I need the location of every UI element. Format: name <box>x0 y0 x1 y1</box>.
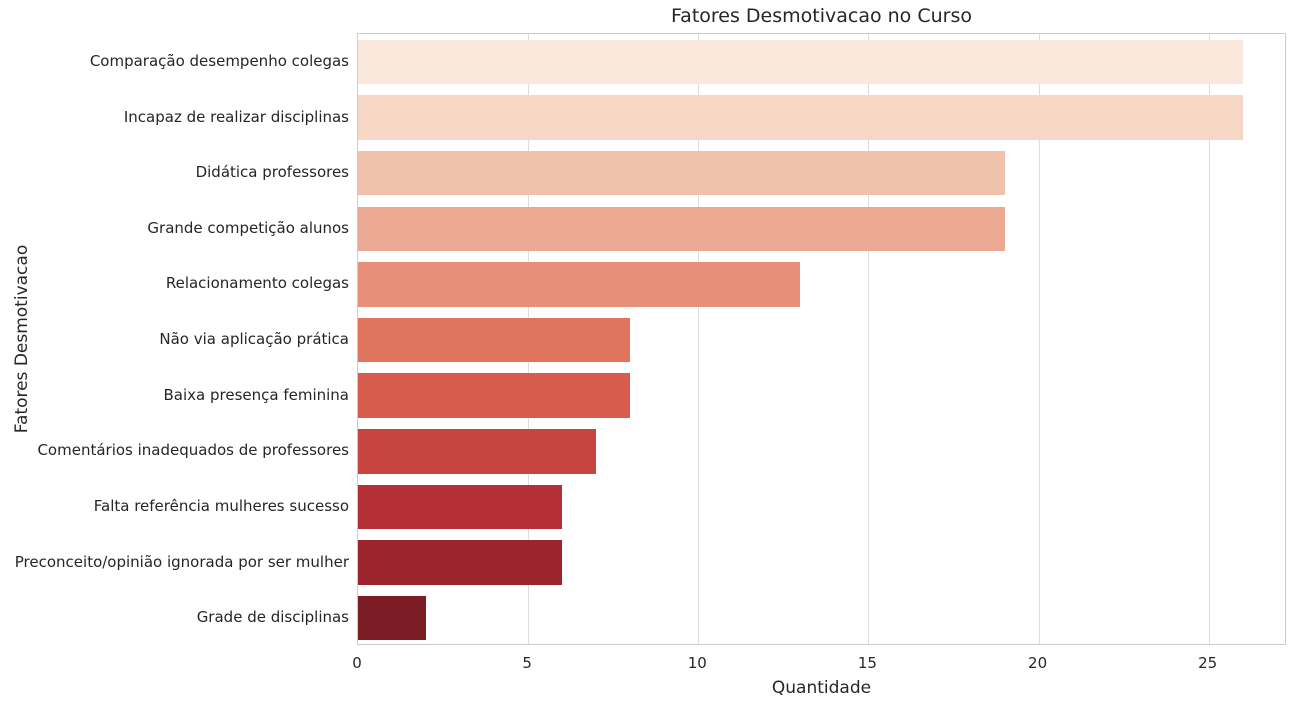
bar <box>358 95 1243 140</box>
bar <box>358 262 801 307</box>
bar <box>358 484 563 530</box>
y-tick-label: Falta referência mulheres sucesso <box>93 496 349 515</box>
y-tick-label: Comparação desempenho colegas <box>89 51 349 70</box>
bar <box>358 540 563 585</box>
bar <box>358 39 1243 85</box>
bar <box>358 206 1005 251</box>
y-axis-title: Fatores Desmotivacao <box>12 244 32 434</box>
y-tick-label: Didática professores <box>195 163 349 182</box>
y-tick-label: Incapaz de realizar disciplinas <box>123 107 349 126</box>
x-tick-label: 5 <box>522 654 532 672</box>
y-tick-label: Baixa presença feminina <box>163 385 350 404</box>
gridline-x-15 <box>868 34 870 644</box>
x-tick-label: 20 <box>1028 654 1048 672</box>
gridline-x-10 <box>698 34 700 644</box>
y-tick-label: Não via aplicação prática <box>159 330 349 348</box>
x-tick-label: 25 <box>1198 654 1218 672</box>
y-tick-label: Preconceito/opinião ignorada por ser mul… <box>14 552 349 571</box>
gridline-x-25 <box>1208 34 1210 644</box>
x-tick-label: 0 <box>352 654 362 672</box>
y-tick-label: Grade de disciplinas <box>196 608 349 627</box>
bar <box>358 150 1005 196</box>
gridline-x-20 <box>1038 34 1040 644</box>
y-tick-label: Comentários inadequados de professores <box>37 441 349 460</box>
x-axis-title: Quantidade <box>771 678 872 698</box>
x-tick-label: 10 <box>687 654 707 672</box>
chart-title: Fatores Desmotivacao no Curso <box>671 5 972 27</box>
bar <box>358 429 597 474</box>
y-tick-label: Relacionamento colegas <box>165 274 349 293</box>
bar <box>358 595 427 641</box>
plot-area <box>357 33 1286 645</box>
bar <box>358 373 631 418</box>
x-tick-label: 15 <box>857 654 877 672</box>
y-tick-label: Grande competição alunos <box>147 218 349 237</box>
bar <box>358 317 631 363</box>
